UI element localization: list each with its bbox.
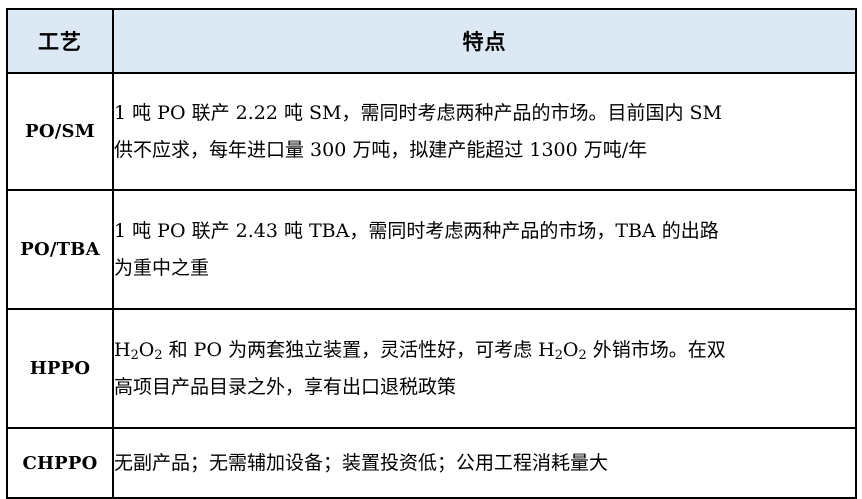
feature-line: 1 吨 PO 联产 2.22 吨 SM，需同时考虑两种产品的市场。目前国内 SM bbox=[114, 101, 722, 124]
table-header: 工艺 特点 bbox=[6, 8, 857, 74]
cell-feature-description: H2O2 和 PO 为两套独立装置，灵活性好，可考虑 H2O2 外销市场。在双 … bbox=[112, 308, 857, 429]
table-row: HPPO H2O2 和 PO 为两套独立装置，灵活性好，可考虑 H2O2 外销市… bbox=[6, 308, 857, 429]
table-row: PO/TBA 1 吨 PO 联产 2.43 吨 TBA，需同时考虑两种产品的市场… bbox=[6, 189, 857, 310]
feature-line: 无副产品；无需辅加设备；装置投资低；公用工程消耗量大 bbox=[114, 451, 609, 474]
table-row: CHPPO 无副产品；无需辅加设备；装置投资低；公用工程消耗量大 bbox=[6, 427, 857, 499]
cell-feature-description: 1 吨 PO 联产 2.43 吨 TBA，需同时考虑两种产品的市场，TBA 的出… bbox=[112, 189, 857, 310]
feature-line: 为重中之重 bbox=[114, 256, 210, 279]
table-row: PO/SM 1 吨 PO 联产 2.22 吨 SM，需同时考虑两种产品的市场。目… bbox=[6, 72, 857, 191]
column-header-feature: 特点 bbox=[112, 8, 857, 74]
cell-feature-description: 1 吨 PO 联产 2.22 吨 SM，需同时考虑两种产品的市场。目前国内 SM… bbox=[112, 72, 857, 191]
cell-feature-description: 无副产品；无需辅加设备；装置投资低；公用工程消耗量大 bbox=[112, 427, 857, 499]
table-body: PO/SM 1 吨 PO 联产 2.22 吨 SM，需同时考虑两种产品的市场。目… bbox=[6, 72, 857, 499]
table-header-row: 工艺 特点 bbox=[6, 8, 857, 74]
feature-line-with-formula: H2O2 和 PO 为两套独立装置，灵活性好，可考虑 H2O2 外销市场。在双 bbox=[114, 338, 726, 363]
cell-process-name: CHPPO bbox=[6, 427, 114, 499]
cell-process-name: PO/TBA bbox=[6, 189, 114, 310]
cell-process-name: HPPO bbox=[6, 308, 114, 429]
cell-process-name: PO/SM bbox=[6, 72, 114, 191]
feature-line: 1 吨 PO 联产 2.43 吨 TBA，需同时考虑两种产品的市场，TBA 的出… bbox=[114, 219, 719, 242]
process-comparison-table: 工艺 特点 PO/SM 1 吨 PO 联产 2.22 吨 SM，需同时考虑两种产… bbox=[6, 8, 857, 499]
feature-line: 供不应求，每年进口量 300 万吨，拟建产能超过 1300 万吨/年 bbox=[114, 138, 648, 161]
feature-line: 高项目产品目录之外，享有出口退税政策 bbox=[114, 375, 457, 398]
column-header-process: 工艺 bbox=[6, 8, 114, 74]
